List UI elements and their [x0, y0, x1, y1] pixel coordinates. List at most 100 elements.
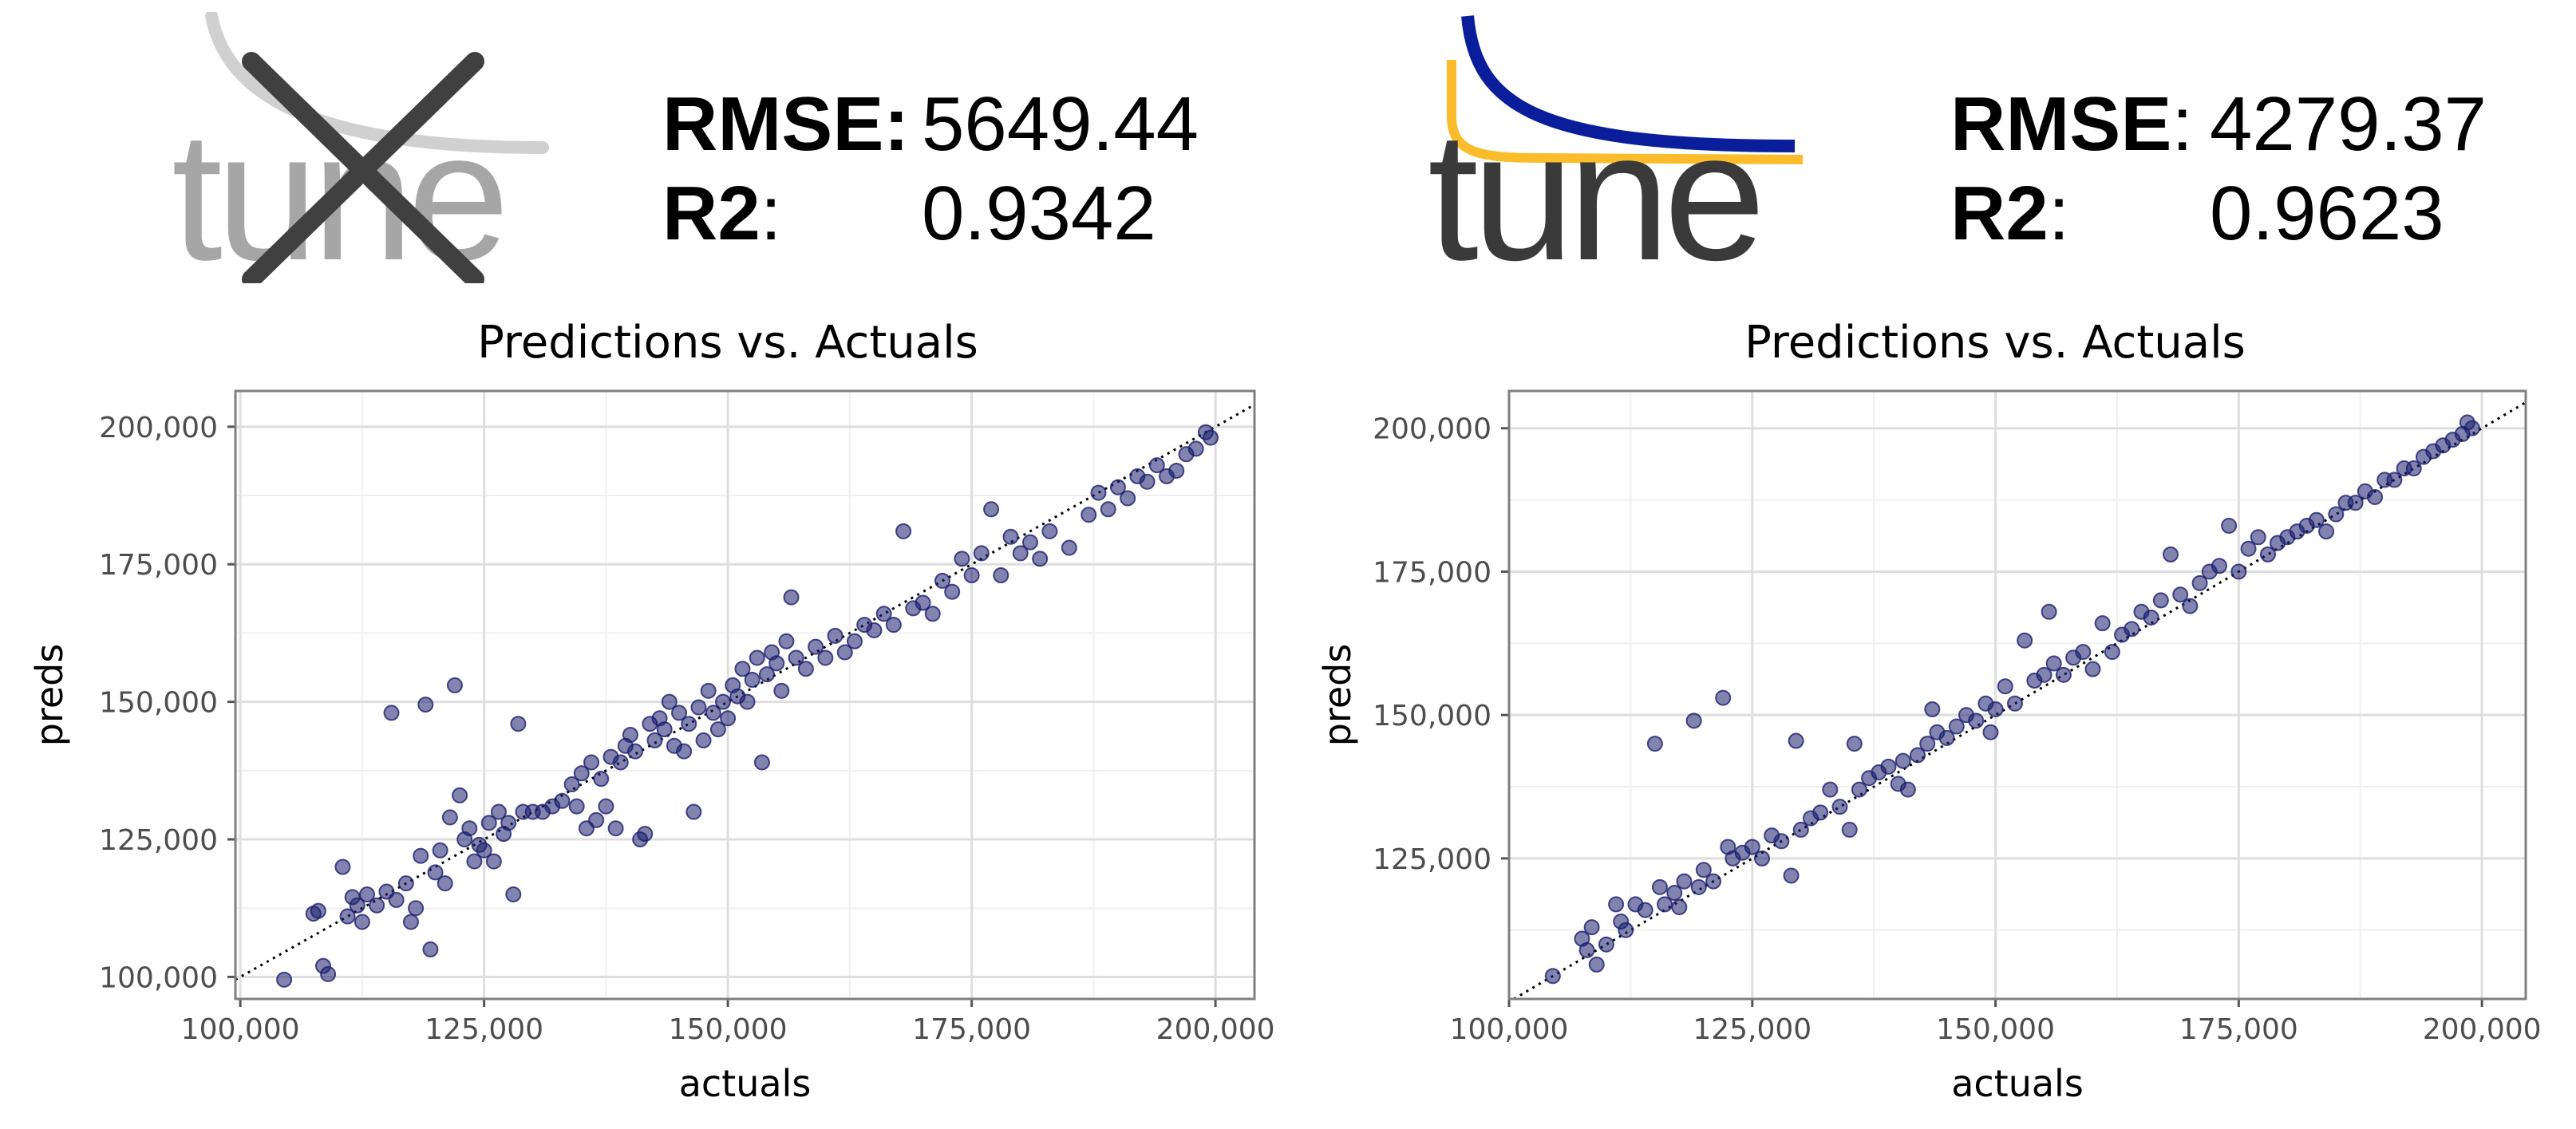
x-tick-label: 175,000: [912, 1013, 1031, 1046]
data-point: [2191, 574, 2208, 591]
data-point: [700, 682, 717, 699]
data-point: [1924, 701, 1941, 717]
data-point: [646, 732, 663, 748]
rmse-sep: :: [883, 81, 910, 167]
data-point: [2386, 472, 2403, 488]
data-point: [1812, 804, 1829, 821]
data-point: [358, 886, 375, 902]
x-tick-label: 100,000: [181, 1013, 300, 1046]
data-point: [1168, 462, 1185, 479]
y-tick-label: 200,000: [1373, 413, 1491, 446]
data-point: [1618, 922, 1634, 938]
data-point: [339, 908, 356, 925]
data-point: [720, 710, 737, 727]
data-point: [1773, 833, 1790, 850]
r2-value: 0.9342: [922, 171, 1156, 256]
data-point: [480, 815, 497, 831]
data-point: [1690, 878, 1707, 895]
data-point: [408, 900, 425, 917]
data-point: [1982, 724, 1999, 740]
data-point: [1187, 440, 1204, 457]
data-point: [2405, 460, 2422, 477]
data-point: [2036, 666, 2053, 683]
data-point: [446, 677, 463, 693]
data-point: [432, 842, 448, 859]
data-point: [2152, 592, 2169, 609]
data-point: [500, 815, 517, 831]
data-point: [993, 567, 1009, 584]
data-point: [758, 666, 775, 683]
rmse-value: 5649.44: [922, 81, 1199, 167]
data-point: [973, 545, 990, 562]
data-point: [2041, 603, 2057, 620]
data-point: [739, 693, 756, 710]
data-point: [671, 705, 688, 721]
data-point: [2250, 529, 2266, 546]
data-point: [1851, 781, 1867, 798]
data-point: [676, 743, 693, 760]
data-point: [1139, 473, 1156, 490]
y-axis-label: preds: [28, 644, 71, 747]
data-point: [1788, 732, 1804, 749]
data-point: [866, 622, 883, 638]
data-point: [1753, 850, 1770, 866]
rmse-label: RMSE: [662, 81, 884, 167]
data-point: [2084, 661, 2101, 677]
data-point: [354, 914, 370, 930]
data-point: [2328, 506, 2345, 523]
data-point: [1997, 678, 2013, 695]
y-tick-label: 150,000: [1373, 700, 1491, 732]
logo-swoosh-yellow: [1447, 60, 1804, 164]
data-point: [2172, 586, 2189, 603]
data-point: [2211, 558, 2227, 574]
r2-value: 0.9623: [2210, 171, 2444, 256]
data-point: [1715, 689, 1732, 706]
data-point: [466, 853, 483, 870]
data-point: [768, 655, 785, 672]
data-point: [983, 501, 1000, 518]
data-point: [1646, 736, 1663, 752]
data-point: [2055, 666, 2072, 683]
plot-border: [1507, 389, 2527, 1001]
data-point: [1021, 534, 1038, 551]
data-point: [1987, 701, 2004, 717]
data-point: [476, 842, 492, 859]
data-point: [1685, 713, 1702, 729]
data-point: [734, 661, 751, 677]
y-axis-label: preds: [1316, 644, 1359, 747]
data-point: [1695, 862, 1712, 878]
data-point: [1666, 885, 1683, 902]
y-tick-label: 125,000: [1373, 843, 1491, 876]
data-point: [846, 633, 863, 649]
data-point: [2104, 644, 2120, 661]
rmse-sep: :: [2171, 81, 2194, 167]
x-tick-label: 100,000: [1450, 1013, 1569, 1046]
data-point: [1012, 545, 1029, 562]
data-point: [773, 682, 790, 699]
chart-title: Predictions vs. Actuals: [1744, 317, 2246, 369]
data-point: [1792, 821, 1809, 838]
scatter-chart-untuned: 100,000 125,000 150,000 175,000 200,000 100,0…: [28, 317, 1275, 1105]
data-point: [2045, 655, 2062, 672]
data-point: [1948, 718, 1965, 735]
data-point: [1002, 528, 1019, 545]
data-point: [402, 914, 419, 930]
data-point: [1120, 490, 1136, 507]
data-point: [397, 875, 414, 892]
rmse-value: 4279.37: [2210, 81, 2487, 167]
y-tick-label: 150,000: [99, 687, 218, 720]
data-point: [1968, 713, 1985, 729]
data-point: [369, 897, 385, 914]
data-point: [685, 803, 702, 820]
y-tick-label: 125,000: [99, 824, 218, 857]
data-point: [944, 583, 961, 600]
data-point: [607, 820, 624, 837]
data-point: [1846, 736, 1863, 752]
data-point: [2347, 495, 2364, 511]
x-tick-label: 200,000: [1156, 1013, 1275, 1046]
data-point: [334, 859, 351, 875]
data-point: [1032, 551, 1049, 567]
x-axis-label: actuals: [679, 1062, 812, 1105]
data-point: [2367, 488, 2384, 505]
data-point: [817, 649, 834, 666]
